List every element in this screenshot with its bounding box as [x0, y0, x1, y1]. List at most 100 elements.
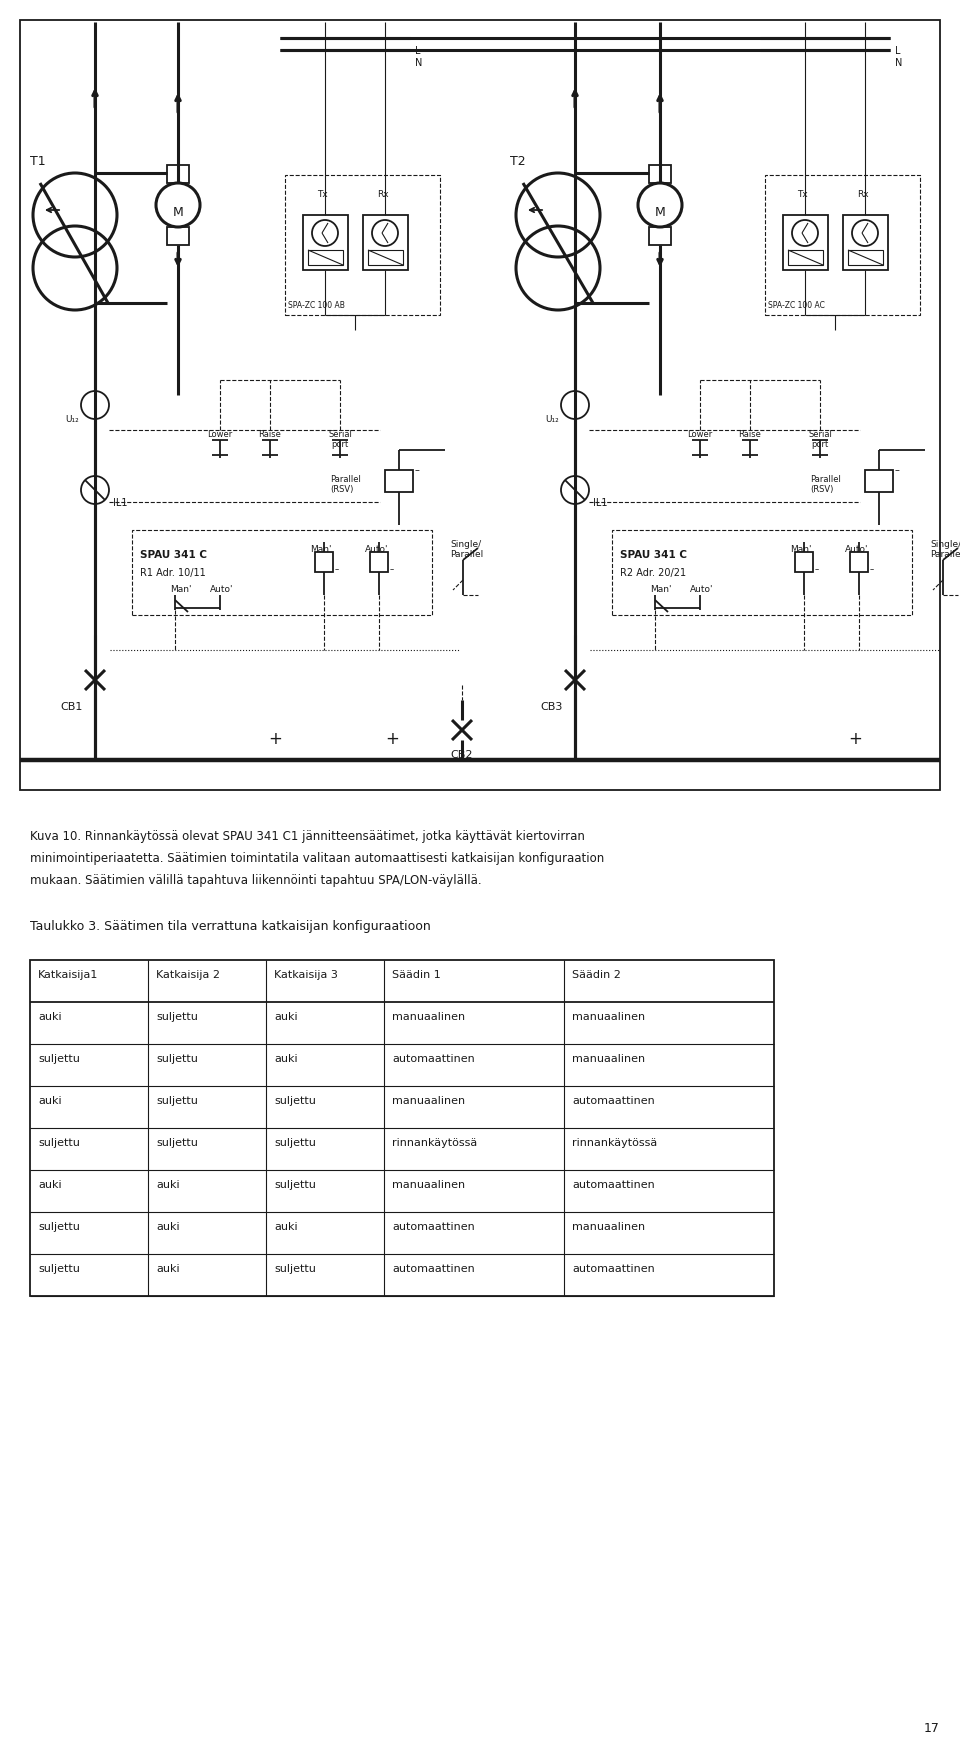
- Text: R2 Adr. 20/21: R2 Adr. 20/21: [620, 569, 686, 578]
- Text: auki: auki: [38, 1011, 61, 1022]
- Text: Man': Man': [310, 544, 331, 555]
- Text: auki: auki: [156, 1222, 180, 1232]
- Text: automaattinen: automaattinen: [572, 1264, 655, 1274]
- Text: –: –: [390, 565, 395, 574]
- Text: auki: auki: [156, 1264, 180, 1274]
- Bar: [612, 530, 912, 614]
- Text: CB2: CB2: [450, 751, 472, 760]
- Text: –: –: [895, 466, 900, 474]
- Text: Raise: Raise: [738, 430, 761, 439]
- Bar: [285, 175, 440, 315]
- Text: suljettu: suljettu: [38, 1264, 80, 1274]
- Text: Rx: Rx: [857, 191, 869, 200]
- Text: Auto': Auto': [365, 544, 389, 555]
- Text: –: –: [415, 466, 420, 474]
- Text: Single/
Parallel: Single/ Parallel: [450, 541, 483, 560]
- Text: SPAU 341 C: SPAU 341 C: [620, 550, 687, 560]
- Text: Auto': Auto': [845, 544, 869, 555]
- Bar: [303, 215, 348, 270]
- Text: N: N: [415, 58, 422, 68]
- Bar: [167, 164, 189, 184]
- Text: Kuva 10. Rinnankäytössä olevat SPAU 341 C1 jännitteensäätimet, jotka käyttävät k: Kuva 10. Rinnankäytössä olevat SPAU 341 …: [30, 830, 585, 844]
- Text: Katkaisija 3: Katkaisija 3: [274, 970, 338, 980]
- Bar: [765, 175, 920, 315]
- Text: Säädin 1: Säädin 1: [392, 970, 441, 980]
- Text: N: N: [895, 58, 902, 68]
- Text: automaattinen: automaattinen: [392, 1264, 475, 1274]
- Bar: [795, 551, 813, 572]
- Text: auki: auki: [274, 1222, 298, 1232]
- Text: L: L: [415, 46, 420, 56]
- Text: auki: auki: [274, 1054, 298, 1064]
- Text: 17: 17: [924, 1722, 940, 1734]
- Text: SPA-ZC 100 AB: SPA-ZC 100 AB: [288, 301, 345, 310]
- Text: SPA-ZC 100 AC: SPA-ZC 100 AC: [768, 301, 825, 310]
- Text: +: +: [848, 730, 862, 747]
- Text: suljettu: suljettu: [156, 1096, 198, 1106]
- Text: suljettu: suljettu: [156, 1138, 198, 1148]
- Text: –: –: [870, 565, 875, 574]
- Bar: [30, 961, 774, 1297]
- Text: Tx: Tx: [317, 191, 327, 200]
- Text: rinnankäytössä: rinnankäytössä: [392, 1138, 477, 1148]
- Text: manuaalinen: manuaalinen: [392, 1096, 466, 1106]
- Text: auki: auki: [38, 1180, 61, 1190]
- Text: Lower: Lower: [207, 430, 232, 439]
- Bar: [363, 215, 408, 270]
- Text: suljettu: suljettu: [274, 1180, 316, 1190]
- Text: Tx: Tx: [797, 191, 807, 200]
- Text: Single/
Parallel: Single/ Parallel: [930, 541, 960, 560]
- Text: Parallel
(RSV): Parallel (RSV): [330, 474, 361, 495]
- Text: automaattinen: automaattinen: [572, 1096, 655, 1106]
- Text: rinnankäytössä: rinnankäytössä: [572, 1138, 658, 1148]
- Text: Serial
port: Serial port: [808, 430, 832, 450]
- Bar: [167, 228, 189, 245]
- Text: Serial
port: Serial port: [328, 430, 352, 450]
- Bar: [649, 164, 671, 184]
- Text: Man': Man': [170, 584, 191, 593]
- Text: auki: auki: [274, 1011, 298, 1022]
- Text: automaattinen: automaattinen: [392, 1054, 475, 1064]
- Text: automaattinen: automaattinen: [392, 1222, 475, 1232]
- Text: +: +: [385, 730, 398, 747]
- Text: manuaalinen: manuaalinen: [572, 1011, 645, 1022]
- Text: Parallel
(RSV): Parallel (RSV): [810, 474, 841, 495]
- Text: U₁₂: U₁₂: [65, 415, 79, 424]
- Text: R1 Adr. 10/11: R1 Adr. 10/11: [140, 569, 205, 578]
- Text: suljettu: suljettu: [38, 1222, 80, 1232]
- Text: Lower: Lower: [687, 430, 712, 439]
- Bar: [132, 530, 432, 614]
- Text: suljettu: suljettu: [274, 1264, 316, 1274]
- Text: suljettu: suljettu: [156, 1011, 198, 1022]
- Text: Rx: Rx: [377, 191, 389, 200]
- Text: L: L: [895, 46, 900, 56]
- Text: IL1: IL1: [593, 499, 608, 507]
- Text: manuaalinen: manuaalinen: [572, 1222, 645, 1232]
- Text: suljettu: suljettu: [274, 1096, 316, 1106]
- Text: Auto': Auto': [210, 584, 233, 593]
- Text: Raise: Raise: [258, 430, 281, 439]
- Text: –: –: [815, 565, 819, 574]
- Text: M: M: [173, 205, 183, 219]
- Text: Säädin 2: Säädin 2: [572, 970, 621, 980]
- Text: T2: T2: [510, 156, 526, 168]
- Bar: [850, 551, 868, 572]
- Text: Auto': Auto': [690, 584, 713, 593]
- Text: Man': Man': [790, 544, 811, 555]
- Text: suljettu: suljettu: [38, 1054, 80, 1064]
- Text: –: –: [335, 565, 339, 574]
- Text: IL1: IL1: [113, 499, 128, 507]
- Text: auki: auki: [156, 1180, 180, 1190]
- Text: automaattinen: automaattinen: [572, 1180, 655, 1190]
- Text: minimointiperiaatetta. Säätimien toimintatila valitaan automaattisesti katkaisij: minimointiperiaatetta. Säätimien toimint…: [30, 852, 604, 864]
- Text: CB1: CB1: [60, 702, 83, 712]
- Bar: [865, 471, 893, 492]
- Text: M: M: [655, 205, 665, 219]
- Text: T1: T1: [30, 156, 46, 168]
- Text: manuaalinen: manuaalinen: [392, 1011, 466, 1022]
- Bar: [370, 551, 388, 572]
- Bar: [20, 19, 940, 789]
- Text: Katkaisija 2: Katkaisija 2: [156, 970, 220, 980]
- Text: Man': Man': [650, 584, 671, 593]
- Text: suljettu: suljettu: [38, 1138, 80, 1148]
